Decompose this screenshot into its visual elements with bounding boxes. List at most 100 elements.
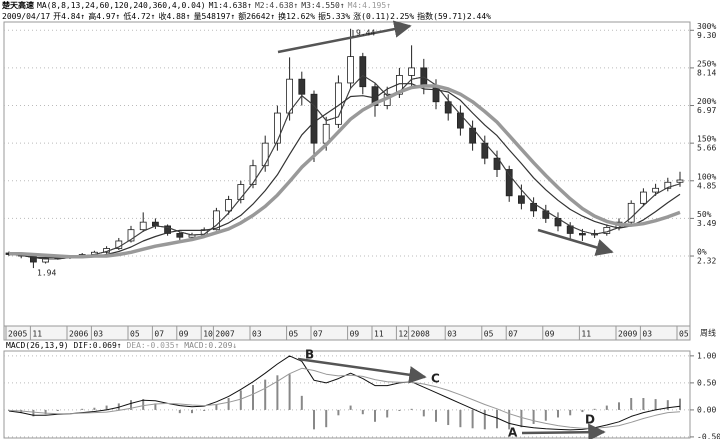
x-tick-label: 2009 [618,330,637,339]
price-label: 6.97 [697,106,716,115]
candle-body [225,199,233,212]
candle-body [359,56,367,88]
legend-entry: MACD(26,13,9) [6,341,69,350]
header: 楚天高速 MA(8,8,13,24,60,120,240,360,4,0.04) M… [2,0,494,22]
x-tick-label: 07 [313,330,323,339]
price-label: 4.85 [697,181,716,190]
header-text: 2009/04/17 [2,12,51,21]
candle-body [444,101,452,114]
info-line: 2009/04/17 开4.84↑ 高4.97↑ 低4.72↑ 收4.88↑ 量54819… [2,11,494,22]
header-text: M2:4.638↑ [254,1,299,10]
candle-body [310,93,318,144]
candle-body [505,169,513,197]
trend-arrow [537,228,614,256]
annotations: 9.44 1.94 周线 B C A D [37,20,716,439]
ma-line: 楚天高速 MA(8,8,13,24,60,120,240,360,4,0.04) M… [2,0,494,11]
header-text: MA(8,8,13,24,60,120,240,360,4,0.04) [37,1,206,10]
candle-body [176,233,184,238]
y-tick-label: 0% [697,248,707,257]
trend-arrow [277,20,412,54]
header-text: 涨(0.11)2.25% [353,12,415,21]
header-text: 高4.97↑ [88,12,121,21]
x-tick-label: 09 [179,330,189,339]
y-tick-label: 50% [697,210,712,219]
header-text: M3:4.550↑ [301,1,345,10]
candle-body [664,181,672,189]
y-tick-label: 0.50 [697,378,716,387]
candle-body [493,157,501,170]
x-tick-label: 03 [642,330,652,339]
candle-body [164,225,172,234]
x-tick-label: 05 [484,330,494,339]
price-label: 3.49 [697,219,716,228]
legend-entry: DIF:0.069↑ [73,341,121,350]
price-label: 2.32 [697,257,716,266]
series-line [8,355,681,431]
x-tick-label: 2007 [215,330,234,339]
low-label: 1.94 [37,269,56,278]
point-label: C [431,372,440,386]
header-text: 换12.62% [278,12,316,21]
y-tick-label: 1.00 [697,351,716,360]
series-line [8,367,681,429]
header-text: 低4.72↑ [123,12,156,21]
trend-arrow [521,423,606,439]
x-tick-label: 05 [289,330,299,339]
header-text: M4:4.195↑ [347,1,392,10]
high-label: 9.44 [356,29,375,38]
point-label: A [508,426,518,439]
candle-body [652,187,659,193]
macd-title: MACD(26,13,9) DIF:0.069↑ DEA:-0.035↑ MAC… [6,341,237,350]
candle-body [627,202,635,223]
candle-body [640,191,647,204]
candle-body [518,195,525,204]
series-line [8,83,681,259]
x-tick-label: 07 [154,330,164,339]
x-tick-label: 11 [374,330,384,339]
candle-body [579,233,586,236]
header-text: 楚天高速 [2,1,34,10]
candle-body [212,210,220,231]
price-label: 9.30 [697,31,716,40]
x-tick-label: 11 [581,330,591,339]
time-axis [3,325,691,341]
candle-body [286,78,294,114]
candle-body [273,112,281,144]
header-text: M1:4.638↑ [208,1,252,10]
header-text: 量548197↑ [193,12,236,21]
y-tick-label: 300% [697,22,716,31]
x-tick-label: 03 [447,330,457,339]
candle-body [139,221,147,231]
x-tick-label: 11 [32,330,42,339]
legend-entry: DEA:-0.035↑ [126,341,179,350]
candle-body [249,165,257,185]
candle-body [432,86,440,103]
price-label: 8.14 [697,68,716,77]
candle-body [151,221,159,227]
legend-entry: MACD:0.209↓ [184,341,237,350]
candle-body [127,229,135,242]
period-label: 周线 [700,328,716,338]
header-text: 指数(59.71)2.44% [417,12,491,21]
y-tick-label: 250% [697,59,716,68]
candle-body [408,67,416,76]
x-tick-label: 2006 [69,330,88,339]
candle-body [347,56,355,84]
x-tick-label: 12 [398,330,408,339]
header-text: 振5.33% [318,12,351,21]
x-tick-label: 05 [679,330,689,339]
candle-body [456,112,464,129]
trend-arrow [297,357,427,384]
y-tick-label: 200% [697,97,716,106]
x-tick-label: 2008 [411,330,430,339]
main-frame [3,21,691,327]
candle-body [42,257,49,263]
header-text: 额26642↑ [238,12,276,21]
candle-body [298,78,306,95]
point-label: D [585,413,595,427]
y-tick-label: 0.00 [697,405,716,414]
y-tick-label: 100% [697,172,716,181]
point-label: B [305,348,314,362]
candle-body [676,179,684,183]
